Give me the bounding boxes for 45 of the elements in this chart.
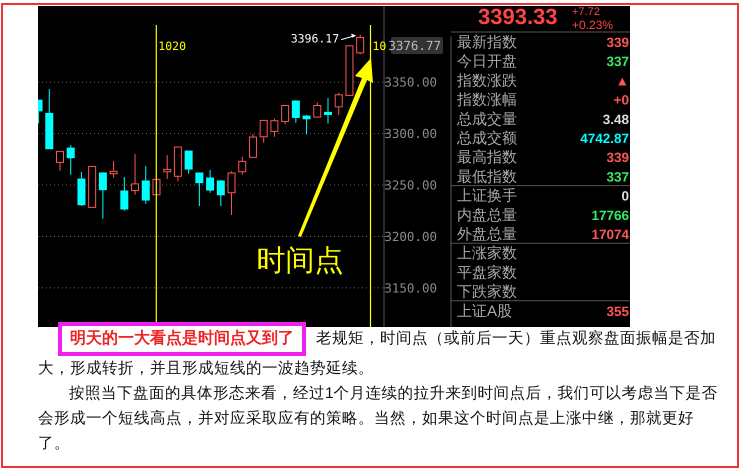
category-label: 总成交额: [456, 130, 517, 147]
y-tick-label: 3200.00: [384, 228, 437, 244]
text: 3376.77: [388, 38, 441, 53]
category-label: 平盘家数: [457, 264, 517, 282]
category-label: 指数涨幅: [456, 92, 517, 109]
text: 355: [606, 304, 629, 319]
text: 17074: [591, 227, 629, 242]
text: 339: [606, 35, 629, 50]
text: 17766: [591, 208, 629, 223]
text: ▲: [616, 73, 629, 88]
annotation: 时间点: [256, 245, 344, 277]
candlestick: [131, 154, 140, 196]
text: 339: [606, 150, 629, 166]
y-tick-label: 3150.00: [384, 280, 437, 296]
text: +7.72: [572, 6, 600, 18]
candlestick: [324, 98, 332, 124]
annotation: 1020: [158, 39, 186, 53]
annotation: 10: [372, 39, 386, 53]
y-tick-label: 3250.00: [384, 178, 437, 193]
category-label: 内盘总量: [457, 206, 517, 224]
text: 按照当下盘面的具体形态来看，经过1个月连续的拉升来到时间点后，我们可以考虑当下是否会形成一个短线高点，并对应采取应有的策略。当然，如果这个时间点是上涨中继，那就更好了。: [38, 384, 718, 454]
text: 3393.33: [478, 4, 558, 29]
text: 4742.87: [580, 131, 629, 146]
y-tick-label: 3350.00: [384, 74, 437, 90]
candlestick: [163, 154, 172, 180]
text: 明天的一大看点是时间点又到了: [58, 322, 306, 356]
annotation: 3396.17: [290, 32, 340, 46]
category-label: 指数涨跌: [456, 72, 517, 90]
y-tick-label: 3300.00: [384, 126, 437, 142]
text: +0.23%: [572, 18, 614, 32]
text: 0: [621, 188, 629, 204]
category-label: 今日开盘: [457, 53, 517, 70]
category-label: 上涨家数: [457, 245, 517, 262]
category-label: 总成交量: [456, 110, 517, 128]
category-label: 最高指数: [457, 149, 517, 166]
category-label: 最低指数: [457, 168, 517, 186]
category-label: 上证A股: [457, 302, 512, 320]
text: 337: [606, 54, 629, 70]
category-label: 下跌家数: [457, 284, 517, 301]
category-label: 最新指数: [457, 34, 517, 51]
text: +0: [614, 92, 629, 108]
text: 3.48: [602, 112, 629, 127]
category-label: 外盘总量: [457, 226, 517, 243]
category-label: 上证换手: [457, 188, 517, 205]
text: 337: [606, 169, 629, 184]
